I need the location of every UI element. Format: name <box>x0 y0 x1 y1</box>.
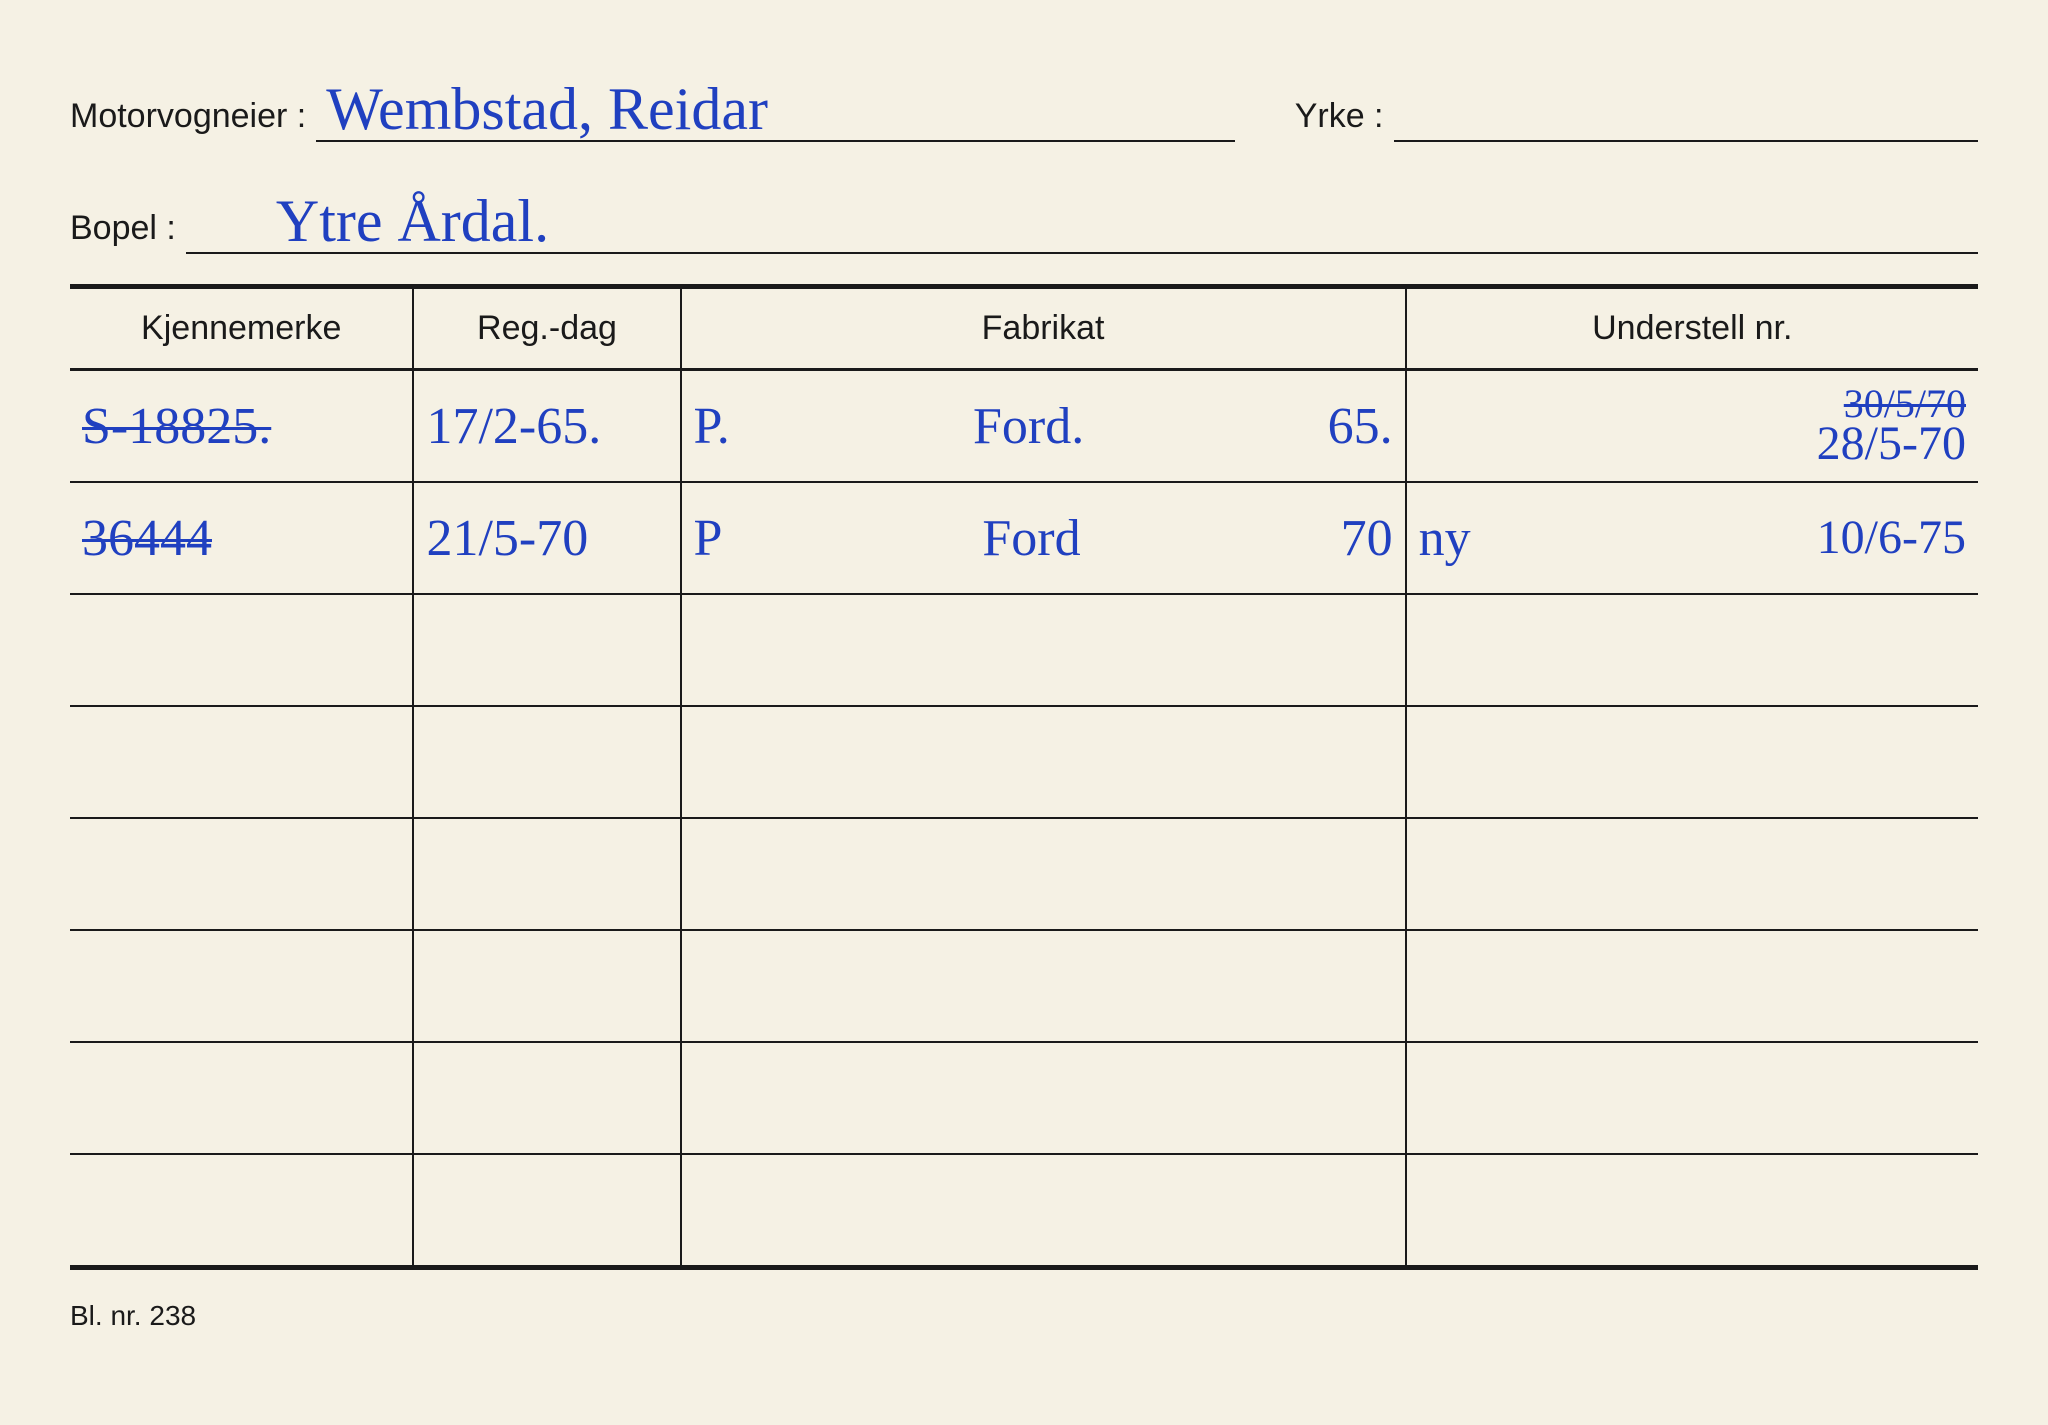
table-row: 36444 21/5-70 P Ford 70 ny 10/6-75 <box>70 482 1978 594</box>
cell-empty <box>681 818 1406 930</box>
reg-dag-value: 21/5-70 <box>426 509 667 568</box>
fabrikat-make: Ford <box>982 509 1080 568</box>
col-header-understell: Understell nr. <box>1406 289 1978 370</box>
cell-empty <box>1406 706 1978 818</box>
understell-left: ny <box>1419 509 1471 568</box>
cell-kjennemerke: 36444 <box>70 482 413 594</box>
table-header-row: Kjennemerke Reg.-dag Fabrikat Understell… <box>70 289 1978 370</box>
fabrikat-make: Ford. <box>973 397 1084 456</box>
cell-empty <box>1406 1042 1978 1154</box>
cell-empty <box>413 818 680 930</box>
cell-empty <box>70 594 413 706</box>
table-row: S-18825. 17/2-65. P. Ford. 65. 30/5/7028/5-70 <box>70 370 1978 483</box>
cell-empty <box>1406 930 1978 1042</box>
cell-understell: 30/5/7028/5-70 <box>1406 370 1978 483</box>
cell-reg-dag: 17/2-65. <box>413 370 680 483</box>
kjennemerke-value: S-18825. <box>82 397 400 456</box>
table-body: S-18825. 17/2-65. P. Ford. 65. 30/5/7028/5-70… <box>70 370 1978 1267</box>
cell-empty <box>70 930 413 1042</box>
cell-kjennemerke: S-18825. <box>70 370 413 483</box>
understell-main: 10/6-75 <box>1817 516 1966 559</box>
cell-empty <box>1406 1154 1978 1266</box>
cell-empty <box>413 930 680 1042</box>
owner-label: Motorvogneier : <box>70 97 306 142</box>
occupation-label: Yrke : <box>1295 97 1384 142</box>
residence-value: Ytre Årdal. <box>276 187 549 256</box>
occupation-value-line <box>1394 60 1978 142</box>
table-row-empty <box>70 1154 1978 1266</box>
cell-empty <box>681 1154 1406 1266</box>
understell-main: 28/5-70 <box>1817 422 1966 465</box>
kjennemerke-value: 36444 <box>82 509 400 568</box>
cell-empty <box>1406 818 1978 930</box>
cell-empty <box>413 1154 680 1266</box>
cell-empty <box>70 1042 413 1154</box>
cell-empty <box>70 706 413 818</box>
fabrikat-year: 70 <box>1341 509 1393 568</box>
reg-dag-value: 17/2-65. <box>426 397 667 456</box>
registration-card: Motorvogneier : Wembstad, Reidar Yrke : … <box>0 0 2048 1425</box>
cell-empty <box>681 930 1406 1042</box>
cell-empty <box>681 1042 1406 1154</box>
cell-empty <box>413 1042 680 1154</box>
cell-empty <box>681 706 1406 818</box>
cell-fabrikat: P Ford 70 <box>681 482 1406 594</box>
cell-empty <box>413 706 680 818</box>
residence-label: Bopel : <box>70 209 176 254</box>
registration-table: Kjennemerke Reg.-dag Fabrikat Understell… <box>70 289 1978 1267</box>
col-header-fabrikat: Fabrikat <box>681 289 1406 370</box>
header-row-1: Motorvogneier : Wembstad, Reidar Yrke : <box>70 60 1978 142</box>
cell-understell: ny 10/6-75 <box>1406 482 1978 594</box>
table-row-empty <box>70 930 1978 1042</box>
understell-dates: 10/6-75 <box>1817 516 1966 559</box>
owner-value: Wembstad, Reidar <box>326 75 768 144</box>
residence-value-line: Ytre Årdal. <box>186 172 1978 254</box>
owner-value-line: Wembstad, Reidar <box>316 60 1234 142</box>
table-row-empty <box>70 594 1978 706</box>
form-id: Bl. nr. 238 <box>70 1300 1978 1332</box>
table-row-empty <box>70 706 1978 818</box>
fabrikat-type: P. <box>694 397 730 456</box>
table-row-empty <box>70 818 1978 930</box>
cell-reg-dag: 21/5-70 <box>413 482 680 594</box>
fabrikat-type: P <box>694 509 723 568</box>
cell-empty <box>413 594 680 706</box>
fabrikat-year: 65. <box>1328 397 1393 456</box>
cell-empty <box>70 818 413 930</box>
col-header-reg-dag: Reg.-dag <box>413 289 680 370</box>
cell-empty <box>70 1154 413 1266</box>
table-row-empty <box>70 1042 1978 1154</box>
col-header-kjennemerke: Kjennemerke <box>70 289 413 370</box>
cell-fabrikat: P. Ford. 65. <box>681 370 1406 483</box>
cell-empty <box>1406 594 1978 706</box>
understell-dates: 30/5/7028/5-70 <box>1817 386 1966 465</box>
header-row-2: Bopel : Ytre Årdal. <box>70 172 1978 254</box>
cell-empty <box>681 594 1406 706</box>
